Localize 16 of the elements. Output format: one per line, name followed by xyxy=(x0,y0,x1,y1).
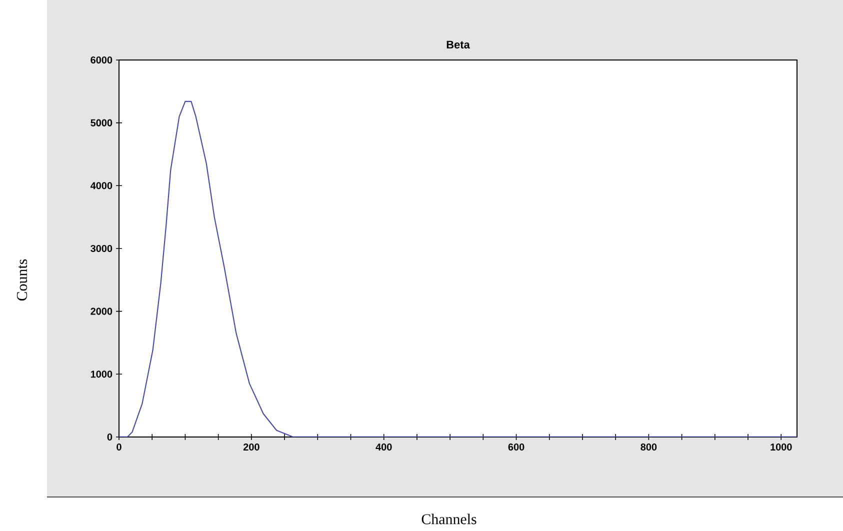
x-tick-label: 200 xyxy=(243,443,260,451)
y-tick-label: 1000 xyxy=(90,370,112,378)
y-tick-label: 2000 xyxy=(90,308,112,315)
x-tick-label: 400 xyxy=(376,443,392,451)
x-tick-label: 0 xyxy=(116,443,122,451)
y-tick-label: 4000 xyxy=(90,182,112,190)
y-tick-label: 5000 xyxy=(90,119,112,126)
chart-title: Beta xyxy=(446,40,470,49)
y-tick-label: 3000 xyxy=(90,244,112,252)
x-tick-label: 600 xyxy=(508,443,524,451)
x-tick-label: 1000 xyxy=(770,443,792,451)
x-tick-label: 800 xyxy=(640,443,657,451)
y-tick-label: 0 xyxy=(107,433,112,441)
x-axis-title: Channels xyxy=(422,514,476,524)
y-axis-title: Counts xyxy=(16,259,28,301)
y-tick-label: 6000 xyxy=(90,56,112,64)
